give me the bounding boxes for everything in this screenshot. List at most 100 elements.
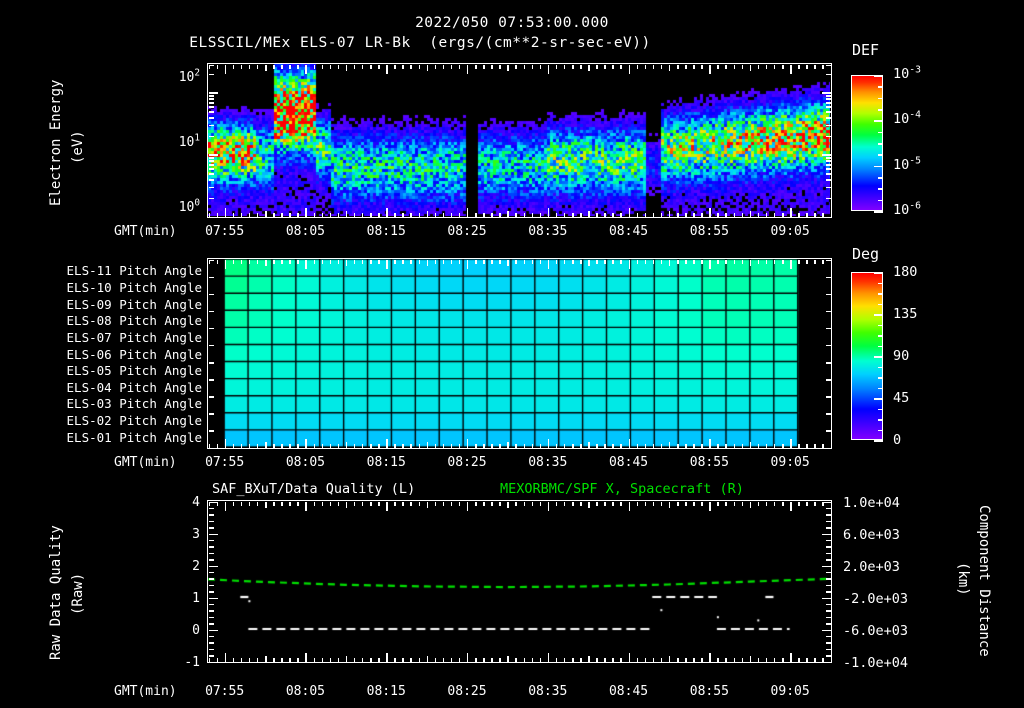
axis-tick (208, 111, 214, 113)
axis-tick (297, 259, 299, 264)
axis-tick (773, 443, 776, 448)
axis-tick (620, 212, 622, 217)
colorbar-tick (878, 154, 883, 156)
axis-tick (782, 212, 784, 217)
axis-tick (418, 443, 421, 448)
axis-tick (725, 443, 727, 448)
axis-tick (825, 157, 831, 159)
axis-tick (563, 212, 566, 217)
distance-ylabel-line1: Component Distance (976, 505, 992, 657)
axis-tick (499, 212, 501, 217)
axis-tick (604, 657, 606, 662)
quality-panel[interactable] (207, 500, 832, 663)
axis-tick (790, 501, 792, 511)
axis-tick (825, 160, 831, 162)
axis-tick (539, 443, 542, 448)
axis-tick (822, 501, 824, 506)
axis-tick (208, 447, 214, 449)
axis-tick (612, 259, 614, 264)
axis-tick (394, 501, 396, 506)
axis-tick (733, 443, 736, 448)
axis-tick (378, 212, 380, 217)
pitch-angle-panel[interactable] (207, 258, 832, 449)
axis-tick (644, 212, 647, 217)
axis-tick (273, 259, 275, 264)
axis-tick (418, 212, 421, 217)
axis-tick (208, 657, 210, 662)
axis-tick (825, 616, 831, 619)
axis-tick (572, 212, 574, 217)
axis-tick (572, 443, 574, 448)
axis-tick (483, 259, 485, 264)
axis-tick (394, 64, 396, 69)
axis-tick (660, 259, 663, 264)
colorbar-tick-label: 180 (893, 264, 918, 280)
axis-tick (539, 212, 542, 217)
colorbar-tick-label: 135 (893, 306, 918, 322)
axis-tick (321, 259, 324, 264)
axis-tick (539, 64, 542, 69)
axis-tick (232, 64, 235, 69)
distance-ytick-label: -1.0e+04 (843, 654, 909, 671)
pitch-angle-row-label: ELS-04 Pitch Angle (66, 379, 202, 395)
axis-tick (337, 657, 340, 662)
axis-tick (345, 441, 348, 448)
axis-tick (806, 657, 808, 662)
axis-tick (563, 259, 566, 264)
axis-tick (281, 657, 283, 662)
quality-ytick-label: -1 (184, 654, 200, 670)
axis-tick (281, 259, 283, 264)
axis-tick (426, 441, 429, 448)
axis-tick (329, 64, 332, 69)
axis-tick (361, 259, 364, 264)
axis-tick (628, 652, 631, 662)
axis-tick (814, 657, 816, 662)
colorbar-tick (874, 272, 883, 274)
xtick-label: 08:45 (608, 455, 649, 470)
axis-tick (612, 657, 614, 662)
axis-tick (515, 64, 517, 69)
axis-tick (434, 64, 437, 69)
axis-tick (773, 259, 776, 264)
colorbar-tick-label: 0 (893, 432, 902, 448)
axis-tick (273, 501, 275, 506)
spectrogram-panel[interactable] (207, 63, 832, 218)
axis-tick (825, 520, 831, 523)
axis-tick (717, 259, 719, 264)
axis-tick (822, 259, 824, 264)
axis-tick (628, 207, 631, 217)
axis-tick (256, 259, 259, 264)
axis-tick (825, 559, 831, 561)
axis-tick (208, 157, 214, 159)
axis-tick (821, 629, 831, 631)
axis-tick (693, 443, 695, 448)
axis-tick (822, 64, 824, 69)
axis-tick (701, 259, 703, 264)
axis-tick (825, 578, 831, 580)
axis-tick (798, 64, 800, 69)
xtick-label: 08:25 (447, 455, 487, 470)
axis-tick (442, 657, 445, 662)
axis-tick (825, 635, 831, 638)
axis-tick (580, 443, 582, 448)
axis-tick (466, 501, 469, 511)
axis-tick (475, 259, 477, 264)
axis-tick (313, 64, 315, 69)
axis-tick (773, 501, 776, 506)
axis-tick (256, 657, 259, 662)
quality-xlabel: GMT(min) (114, 684, 177, 699)
axis-tick (580, 259, 582, 264)
xtick-label: 08:15 (366, 684, 406, 699)
axis-tick (825, 552, 831, 555)
axis-tick (466, 259, 469, 269)
axis-tick (450, 64, 453, 69)
colorbar-tick-label: 10-6 (893, 200, 921, 218)
axis-tick (507, 210, 509, 217)
axis-tick (208, 565, 218, 567)
axis-tick (685, 501, 687, 506)
distance-ytick-label: -2.0e+03 (843, 590, 909, 607)
xtick-label: 08:05 (285, 224, 325, 239)
axis-tick (386, 259, 388, 269)
axis-tick (265, 64, 267, 71)
axis-tick (475, 212, 477, 217)
